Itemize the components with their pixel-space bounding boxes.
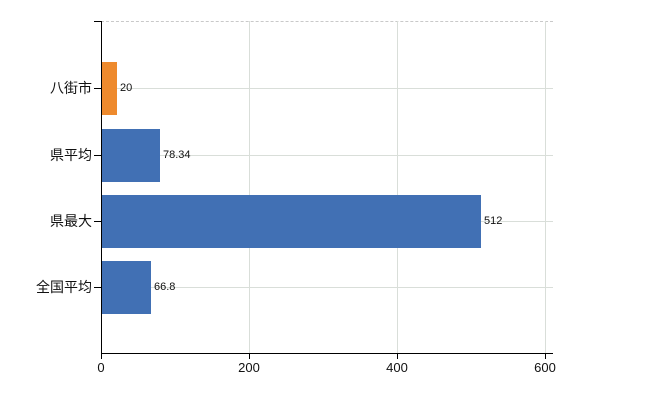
x-axis-tick (101, 354, 102, 359)
bar-県最大 (102, 195, 481, 248)
x-axis-line (101, 353, 553, 354)
x-axis-tick (545, 354, 546, 359)
range-gridline (249, 21, 250, 353)
x-tick-label: 0 (97, 360, 105, 375)
category-label-県最大: 県最大 (50, 213, 92, 229)
domain-gridline (101, 88, 553, 89)
domain-gridline (101, 155, 553, 156)
bar-value-label: 78.34 (163, 149, 191, 161)
y-axis-line (101, 21, 102, 353)
y-axis-tick (94, 287, 101, 288)
bar-value-label: 20 (120, 82, 133, 94)
bar-value-label: 66.8 (154, 281, 176, 293)
y-axis-tick (94, 21, 101, 22)
x-tick-label: 600 (534, 360, 556, 375)
x-tick-label: 400 (386, 360, 408, 375)
range-gridline (397, 21, 398, 353)
bar-全国平均 (102, 261, 151, 314)
bar-value-label: 512 (484, 215, 503, 227)
bar-八街市 (102, 62, 117, 115)
category-label-八街市: 八街市 (50, 80, 92, 96)
plot-area (101, 21, 553, 354)
x-axis-tick (249, 354, 250, 359)
domain-gridline (101, 287, 553, 288)
category-label-全国平均: 全国平均 (36, 279, 92, 295)
category-label-県平均: 県平均 (50, 147, 92, 163)
y-axis-tick (94, 155, 101, 156)
x-axis-tick (397, 354, 398, 359)
y-axis-tick (94, 88, 101, 89)
x-tick-label: 200 (238, 360, 260, 375)
y-axis-tick (94, 221, 101, 222)
bar-県平均 (102, 129, 160, 182)
range-gridline (545, 21, 546, 353)
